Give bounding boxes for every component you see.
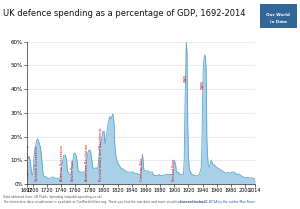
Text: American Revolution: American Revolution (85, 144, 89, 181)
Text: Crimean War: Crimean War (140, 158, 144, 181)
Text: Data obtained from: UK Public Spending (ukpublicspending.co.uk): Data obtained from: UK Public Spending (… (3, 195, 102, 199)
Text: Revolutionary and Napoleonic: Revolutionary and Napoleonic (99, 127, 103, 181)
Text: in Data: in Data (270, 20, 286, 24)
Text: The interactive data visualisation is available at OurWorldInData.org. There you: The interactive data visualisation is av… (3, 200, 207, 204)
Text: Austrian Succession: Austrian Succession (60, 145, 64, 181)
Text: Seven Years: Seven Years (71, 160, 75, 181)
Text: WWI: WWI (184, 74, 188, 82)
Text: WWII: WWII (201, 80, 205, 89)
Text: Our World: Our World (266, 13, 290, 17)
Text: UK defence spending as a percentage of GDP, 1692-2014: UK defence spending as a percentage of G… (3, 9, 245, 18)
Text: Licensed under CC-BY-SA by the author Max Roser: Licensed under CC-BY-SA by the author Ma… (180, 200, 255, 204)
Text: Spanish Succession: Spanish Succession (35, 146, 39, 181)
Text: League of Augsburg: League of Augsburg (26, 145, 30, 181)
Text: Second Boer: Second Boer (172, 159, 176, 181)
